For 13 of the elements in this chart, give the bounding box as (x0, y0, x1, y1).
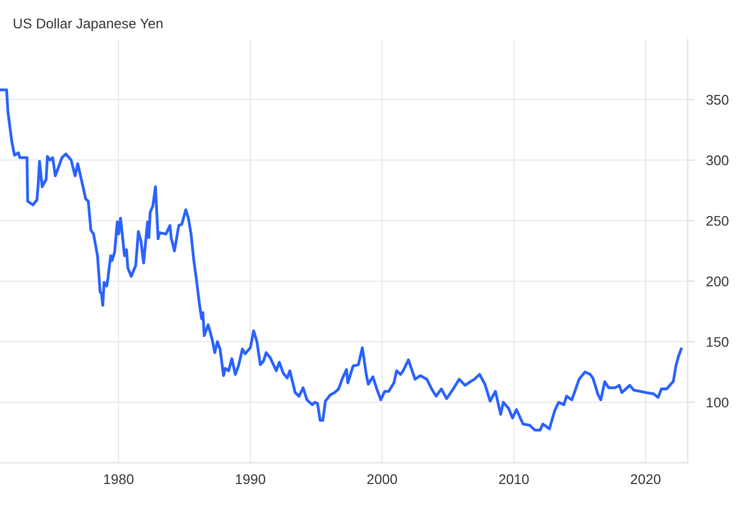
y-tick-label: 150 (706, 337, 728, 347)
line-series (0, 88, 683, 432)
chart-title: US Dollar Japanese Yen (14, 18, 162, 32)
x-tick-label: 1980 (104, 474, 134, 484)
x-tick-label: 2020 (630, 474, 660, 484)
x-tick-label: 2000 (367, 474, 397, 484)
y-tick-label: 100 (706, 398, 728, 408)
x-tick-label: 1990 (236, 474, 266, 484)
y-tick-label: 300 (706, 155, 728, 166)
y-tick-label: 350 (706, 94, 728, 105)
x-tick-label: 2010 (499, 474, 529, 484)
y-tick-label: 200 (706, 276, 728, 286)
y-tick-label: 250 (706, 216, 728, 226)
